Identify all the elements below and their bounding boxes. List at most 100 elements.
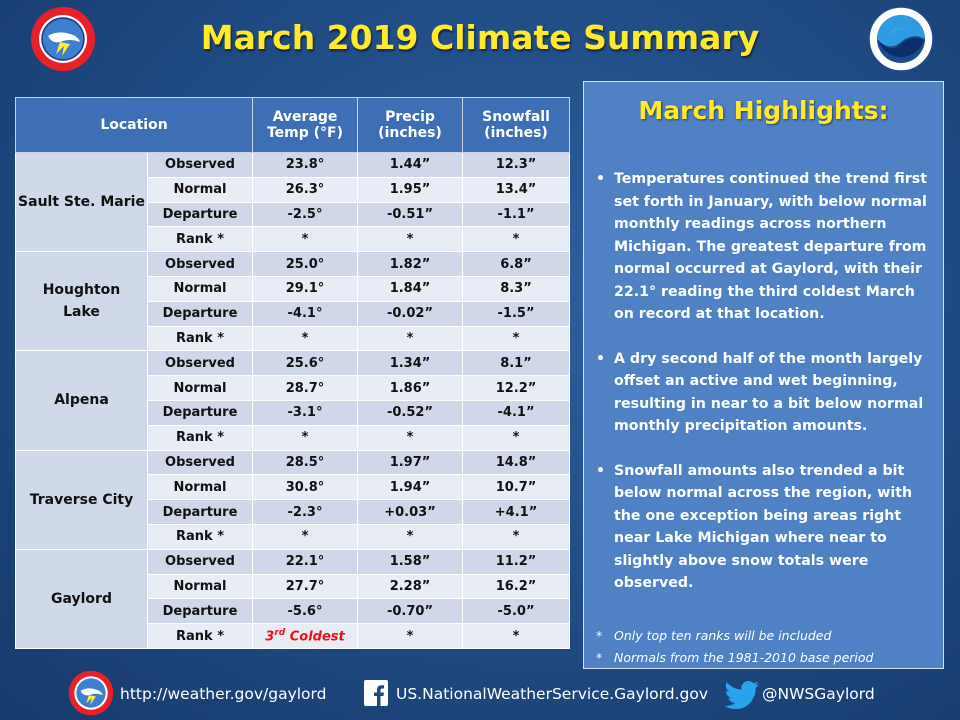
list-item: • A dry second half of the month largely … <box>596 350 924 435</box>
snowfall-value: 10.7” <box>462 474 570 501</box>
footnote: * Only top ten ranks will be included <box>596 628 832 643</box>
snowfall-value: 12.2” <box>462 375 570 401</box>
table-row: Rank * * * * <box>16 523 570 550</box>
table-row: Alpena Observed 25.6° 1.34” 8.1” <box>15 350 570 451</box>
table-row: Departure -5.6° -0.70” -5.0” <box>16 598 570 625</box>
precip-value: 1.97” <box>357 449 463 476</box>
location-name: Gaylord <box>15 548 148 649</box>
table-row: Rank * 3rd Coldest * * <box>16 623 570 649</box>
table-row: Normal 26.3° 1.95” 13.4” <box>16 176 570 203</box>
precip-value: -0.52” <box>357 399 463 426</box>
twitter-icon <box>724 681 759 709</box>
facebook-link[interactable]: US.NationalWeatherService.Gaylord.gov <box>396 685 709 703</box>
row-label: Departure <box>147 598 253 625</box>
temp-value: -2.3° <box>252 499 358 525</box>
nws-logo-icon <box>31 7 95 71</box>
precip-value: 1.44” <box>357 152 463 178</box>
temp-value: * <box>252 523 358 550</box>
precip-value: 1.34” <box>357 350 463 377</box>
table-row: Normal 28.7° 1.86” 12.2” <box>16 375 570 401</box>
snowfall-value: * <box>462 325 570 352</box>
row-label: Normal <box>147 573 253 600</box>
location-name: Traverse City <box>15 449 148 550</box>
temp-value: -5.6° <box>252 598 358 625</box>
list-item: • Temperatures continued the trend first … <box>596 171 928 322</box>
table-row: Houghton Lake Observed 25.0° 1.82” 6.8” <box>15 251 570 352</box>
page-title: March 2019 Climate Summary <box>200 18 760 57</box>
temp-value: * <box>252 424 358 451</box>
table-row: Gaylord Observed 22.1° 1.58” 11.2” <box>15 548 570 649</box>
snowfall-value: * <box>462 523 570 550</box>
precip-value: * <box>357 424 463 451</box>
row-label: Departure <box>147 300 253 327</box>
table-row: Departure -2.3° +0.03” +4.1” <box>16 499 570 525</box>
precip-value: * <box>357 623 463 649</box>
snowfall-value: 13.4” <box>462 176 570 203</box>
precip-value: 1.86” <box>357 375 463 401</box>
row-label: Rank * <box>147 623 253 649</box>
highlights-panel: March Highlights: • Temperatures continue… <box>583 81 944 669</box>
noaa-logo-icon <box>868 6 934 72</box>
row-label: Normal <box>147 176 253 203</box>
snowfall-value: 6.8” <box>462 251 570 277</box>
location-name: Houghton Lake <box>15 251 148 352</box>
snowfall-value: 16.2” <box>462 573 570 600</box>
table-row: Normal 29.1° 1.84” 8.3” <box>16 275 570 302</box>
table-row: Rank * * * * <box>16 226 570 253</box>
row-label: Observed <box>147 548 253 575</box>
footer: http://weather.gov/gaylord US.NationalWe… <box>0 668 960 720</box>
row-label: Rank * <box>147 226 253 253</box>
table-row: Normal 30.8° 1.94” 10.7” <box>16 474 570 501</box>
table-row: Traverse City Observed 28.5° 1.97” 14.8” <box>15 449 570 550</box>
row-label: Departure <box>147 201 253 228</box>
twitter-link[interactable]: @NWSGaylord <box>762 685 875 703</box>
row-label: Observed <box>147 350 253 377</box>
precip-value: 2.28” <box>357 573 463 600</box>
temp-value: -3.1° <box>252 399 358 426</box>
snowfall-value: 12.3” <box>462 152 570 178</box>
highlights-title: March Highlights: <box>638 96 889 125</box>
table-row: Normal 27.7° 2.28” 16.2” <box>16 573 570 600</box>
temp-value: 26.3° <box>252 176 358 203</box>
gaylord-rank-value: 3rd Coldest <box>252 623 358 649</box>
climate-table: Location Average Temp (°F) Precip (inches)… <box>15 97 570 649</box>
temp-value: 28.7° <box>252 375 358 401</box>
snowfall-value: 14.8” <box>462 449 570 476</box>
website-link[interactable]: http://weather.gov/gaylord <box>120 685 327 703</box>
temp-value: 23.8° <box>252 152 358 178</box>
temp-value: 25.0° <box>252 251 358 277</box>
row-label: Normal <box>147 275 253 302</box>
row-label: Normal <box>147 474 253 501</box>
precip-value: +0.03” <box>357 499 463 525</box>
row-label: Departure <box>147 499 253 525</box>
row-label: Normal <box>147 375 253 401</box>
temp-value: 22.1° <box>252 548 358 575</box>
precip-value: -0.51” <box>357 201 463 228</box>
table-row: Departure -4.1° -0.02” -1.5” <box>16 300 570 327</box>
table-row: Departure -3.1° -0.52” -4.1” <box>16 399 570 426</box>
precip-value: -0.70” <box>357 598 463 625</box>
table-row: Sault Ste. Marie Observed 23.8° 1.44” 12.3” <box>15 151 570 253</box>
facebook-icon <box>364 680 388 706</box>
row-label: Rank * <box>147 523 253 550</box>
temp-value: 25.6° <box>252 350 358 377</box>
temp-value: 27.7° <box>252 573 358 600</box>
temp-value: * <box>252 325 358 352</box>
precip-value: -0.02” <box>357 300 463 327</box>
location-name: Sault Ste. Marie <box>15 151 148 253</box>
snowfall-value: -5.0” <box>462 598 570 625</box>
temp-value: * <box>252 226 358 253</box>
row-label: Observed <box>147 449 253 476</box>
temp-value: 30.8° <box>252 474 358 501</box>
table-header-row: Location Average Temp (°F) Precip (inches)… <box>15 97 570 153</box>
header-precip: Precip (inches) <box>357 97 463 153</box>
snowfall-value: -1.1” <box>462 201 570 228</box>
temp-value: 29.1° <box>252 275 358 302</box>
snowfall-value: 11.2” <box>462 548 570 575</box>
table-row: Departure -2.5° -0.51” -1.1” <box>16 201 570 228</box>
snowfall-value: * <box>462 623 570 649</box>
table-row: Rank * * * * <box>16 424 570 451</box>
footnotes: * Only top ten ranks will be included * No… <box>596 625 936 669</box>
list-item: • Snowfall amounts also trended a bit bel… <box>596 462 913 592</box>
precip-value: 1.58” <box>357 548 463 575</box>
